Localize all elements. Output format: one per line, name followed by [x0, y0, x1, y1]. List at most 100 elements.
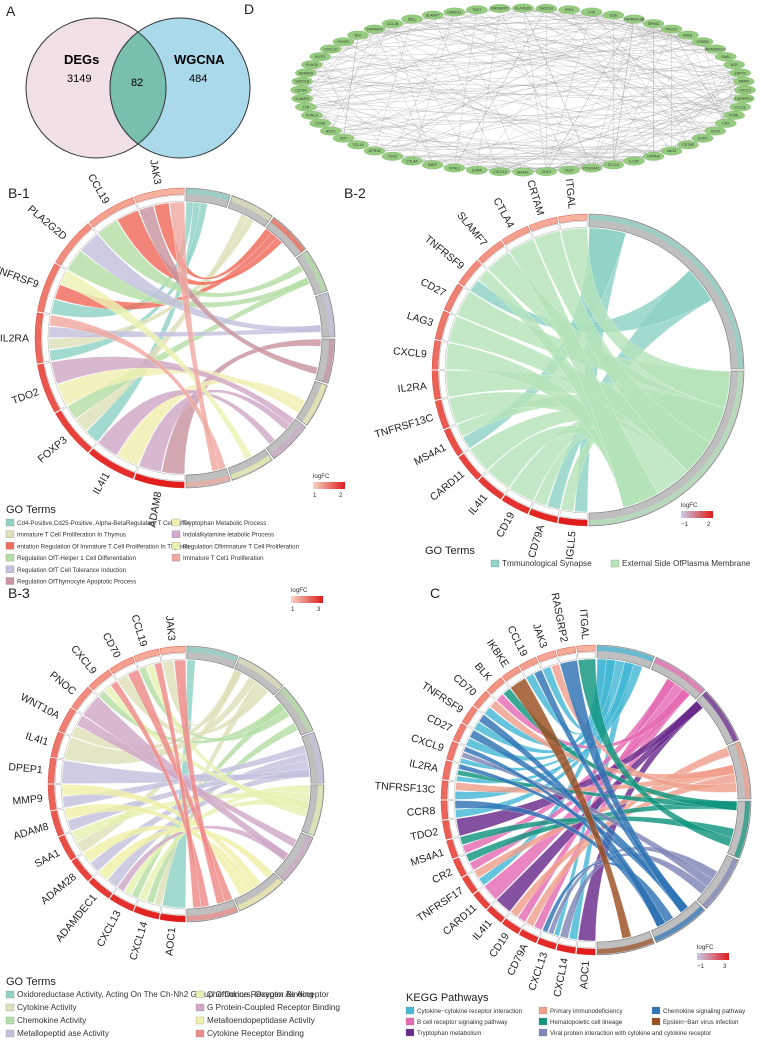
network-node-label: SH2D1B	[295, 80, 310, 84]
network-edge	[320, 23, 393, 124]
network-node	[401, 14, 423, 24]
terms-legend-swatch	[405, 1028, 415, 1037]
network-edge	[432, 14, 735, 116]
panel-label-b2: B-2	[344, 185, 366, 201]
network-node-label: CCL18	[387, 22, 398, 26]
network-edge	[411, 11, 455, 162]
network-node-label: MS4A1	[517, 170, 529, 174]
gene-label: SLAMF7	[454, 210, 489, 249]
chord-ribbon	[61, 760, 310, 784]
gene-label: CXCL9	[68, 643, 99, 677]
network-edge	[522, 7, 689, 36]
gene-arc-inner	[478, 695, 496, 714]
terms-legend-label: Chemokine Receptor Binding	[207, 990, 314, 999]
terms-legend-swatch	[195, 1029, 205, 1038]
network-edge	[546, 23, 654, 172]
terms-legend-label: Immature T Cell Proliferation In Thymus	[17, 532, 126, 539]
terms-legend-swatch	[195, 1003, 205, 1012]
gene-arc	[556, 943, 577, 954]
terms-legend-label: Cytokine Activity	[17, 1003, 78, 1012]
network-node	[677, 30, 699, 40]
gene-arc-inner	[136, 466, 185, 482]
network-edge	[671, 81, 744, 152]
terms-legend-label: Cytokine−cytokine receptor interaction	[417, 1008, 523, 1015]
gene-arc	[461, 706, 478, 726]
chord-ribbon	[510, 677, 632, 939]
network-node-label: SELL	[408, 17, 417, 21]
gene-arc	[442, 819, 453, 840]
terms-legend-swatch	[171, 553, 181, 562]
term-arc-inner	[186, 475, 230, 487]
terms-legend-swatch	[538, 1017, 548, 1026]
terms-legend-label: Tmmunological Synapse	[502, 559, 592, 568]
gene-label: FOXP3	[36, 434, 70, 465]
chord-ribbon	[478, 714, 666, 928]
network-edge	[454, 8, 547, 169]
gene-arc	[518, 656, 539, 671]
gene-label: AOC1	[578, 960, 592, 989]
network-edge	[411, 18, 735, 116]
gene-label: CCL19	[505, 624, 530, 659]
gene-arc	[486, 677, 505, 695]
gene-label: WNT10A	[18, 691, 61, 722]
network-node	[347, 140, 369, 150]
logfc-legend-bar	[697, 953, 729, 960]
gene-label: IL4I1	[466, 492, 490, 518]
gene-arc-inner	[531, 502, 560, 517]
terms-legend-label: External Side OfPlasma Membrane	[622, 559, 751, 568]
network-node-label: PDCD1	[665, 27, 677, 31]
network-edge	[546, 89, 746, 172]
network-edge	[374, 130, 716, 152]
network-edge	[302, 98, 703, 139]
gene-arc	[50, 810, 65, 837]
terms-legend-title: GO Terms	[425, 545, 475, 557]
network-node	[642, 151, 665, 161]
gene-arc-inner	[577, 651, 596, 660]
gene-arc	[442, 760, 453, 781]
network-edge	[311, 115, 716, 132]
network-node	[443, 163, 466, 173]
terms-legend-swatch	[5, 577, 15, 585]
gene-arc-inner	[449, 762, 459, 781]
network-edge	[302, 28, 672, 99]
network-edge	[330, 106, 741, 132]
network-edge	[591, 11, 689, 145]
gene-label: CXCL9	[392, 345, 427, 360]
network-edge	[343, 41, 592, 169]
terms-legend-swatch	[5, 530, 15, 538]
chord-ribbon	[60, 270, 253, 460]
network-edge	[320, 8, 500, 57]
terms-legend-label: B cell receptor signaling pathway	[417, 1019, 508, 1026]
terms-legend-label: Regulation OfThymocyte Apoptotic Process	[17, 579, 136, 586]
gene-arc-inner	[438, 370, 448, 399]
logfc-legend-title: logFC	[313, 473, 330, 480]
gene-label: CXCL14	[551, 957, 571, 998]
gene-label: CTLA4	[490, 196, 516, 231]
gene-arc	[443, 283, 464, 313]
network-edge	[476, 8, 500, 171]
gene-arc-inner	[453, 743, 465, 763]
network-edge	[546, 8, 672, 152]
gene-arc	[88, 448, 136, 479]
logfc-legend-title: logFC	[291, 587, 308, 594]
network-node-label: CR2	[722, 122, 729, 126]
network-node-label: ADAM28	[299, 71, 313, 75]
chord-ribbon	[503, 688, 738, 811]
network-edge	[374, 28, 746, 91]
gene-arc-inner	[136, 194, 185, 210]
gene-label: JAK3	[530, 622, 549, 650]
chord-ribbon	[461, 752, 713, 888]
network-edge	[300, 89, 524, 173]
gene-arc-inner	[506, 912, 525, 929]
term-arc	[588, 370, 745, 527]
network-node	[320, 126, 342, 136]
gene-arc-inner	[113, 888, 138, 906]
terms-legend-title: GO Terms	[6, 976, 56, 988]
network-node	[729, 68, 751, 78]
network-node-label: CREB5	[697, 40, 709, 44]
gene-arc	[556, 646, 577, 657]
network-node	[691, 37, 714, 47]
gene-arc-inner	[506, 671, 525, 688]
network-edge	[392, 156, 635, 162]
